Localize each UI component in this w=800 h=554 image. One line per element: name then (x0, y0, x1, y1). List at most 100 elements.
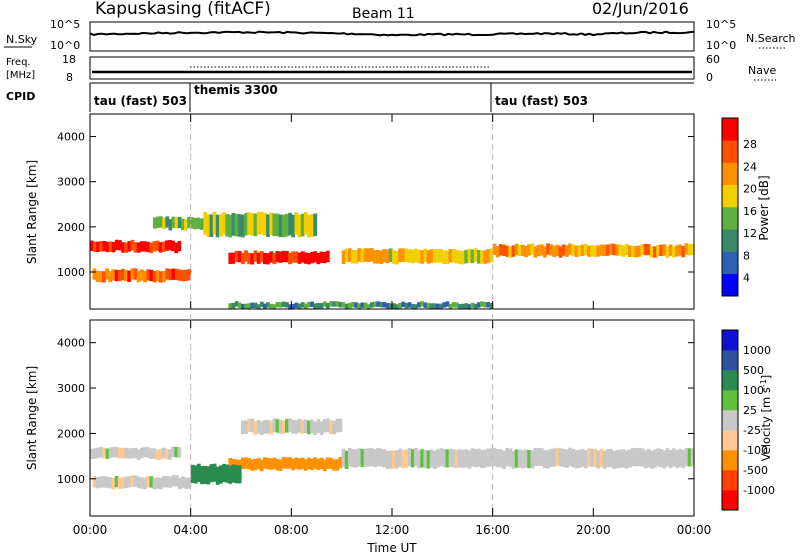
heatmap-cell (524, 449, 528, 468)
heatmap-cell (325, 250, 330, 263)
heatmap-cell (483, 449, 487, 468)
heatmap-cell (480, 250, 484, 264)
heatmap-cell (530, 450, 535, 469)
heatmap-cell (483, 250, 487, 264)
freq-label-1: Freq. (6, 57, 31, 68)
heatmap-cell (184, 269, 189, 282)
heatmap-cell (272, 418, 277, 432)
heatmap-cell (357, 248, 362, 262)
heatmap-cell (174, 268, 179, 281)
heatmap-cell (366, 248, 371, 262)
heatmap-cell (256, 457, 261, 470)
heatmap-cell (303, 303, 308, 309)
noise-left-tick-bottom: 10^0 (50, 39, 80, 52)
heatmap-cell (511, 450, 516, 469)
heatmap-cell (102, 240, 107, 252)
heatmap-cell (231, 302, 236, 309)
time-tick-label: 16:00 (475, 523, 510, 537)
heatmap-cell (656, 448, 660, 467)
heatmap-cell (105, 448, 110, 459)
heatmap-cell (668, 244, 673, 256)
heatmap-cell (618, 449, 623, 468)
heatmap-cell (203, 212, 207, 235)
heatmap-cell (105, 241, 110, 253)
range-tick-label: 3000 (57, 382, 85, 395)
heatmap-cell (398, 448, 403, 467)
heatmap-cell (489, 248, 494, 263)
heatmap-cell (687, 448, 692, 467)
heatmap-cell (388, 248, 393, 262)
heatmap-cell (335, 418, 340, 433)
colorbar-segment (722, 330, 738, 351)
heatmap-cell (278, 302, 283, 308)
heatmap-cell (313, 303, 318, 309)
heatmap-cell (520, 244, 525, 257)
heatmap-cell (310, 214, 314, 237)
heatmap-cell (357, 303, 362, 309)
heatmap-cell (241, 214, 245, 238)
heatmap-cell (158, 242, 163, 253)
colorbar-frame (721, 117, 739, 297)
heatmap-cell (244, 457, 248, 469)
heatmap-cell (155, 449, 160, 460)
heatmap-cell (297, 303, 302, 309)
heatmap-cell (297, 458, 302, 470)
heatmap-cell (596, 450, 601, 469)
heatmap-cell (555, 244, 560, 256)
heatmap-cell (376, 447, 381, 467)
heatmap-cell (256, 420, 261, 434)
heatmap-cell (445, 301, 450, 307)
range-tick-label: 3000 (57, 176, 85, 189)
heatmap-cell (196, 217, 201, 229)
range-tick-label: 1000 (57, 266, 85, 279)
colorbar-segment (722, 390, 738, 411)
heatmap-cell (102, 447, 107, 459)
heatmap-cell (543, 246, 547, 258)
heatmap-cell (272, 304, 277, 310)
heatmap-cell (458, 449, 462, 468)
heatmap-cell (454, 449, 459, 469)
heatmap-cell (278, 251, 283, 263)
heatmap-cell (653, 246, 657, 258)
noise-left-tick-top: 10^5 (50, 18, 80, 31)
heatmap-cell (643, 243, 648, 256)
heatmap-cell (121, 242, 125, 253)
heatmap-cell (278, 459, 283, 471)
heatmap-cell (300, 302, 305, 308)
heatmap-cell (517, 449, 522, 468)
heatmap-cell (395, 450, 399, 469)
heatmap-cell (152, 271, 157, 283)
heatmap-cell (127, 476, 132, 488)
heatmap-cell (133, 242, 138, 253)
heatmap-cell (662, 244, 667, 256)
time-tick-label: 04:00 (173, 523, 208, 537)
heatmap-cell (212, 463, 217, 482)
heatmap-cell (423, 302, 428, 308)
heatmap-cell (369, 302, 374, 308)
heatmap-cell (259, 459, 264, 472)
heatmap-cell (439, 248, 443, 263)
heatmap-cell (407, 249, 412, 263)
heatmap-cell (275, 250, 280, 263)
station-title: Kapuskasing (fitACF) (95, 0, 271, 19)
heatmap-cell (225, 464, 230, 483)
heatmap-cell (543, 450, 547, 469)
heatmap-cell (291, 251, 296, 263)
heatmap-cell (492, 243, 497, 256)
heatmap-cell (294, 302, 299, 309)
heatmap-cell (225, 214, 230, 237)
heatmap-cell (96, 241, 100, 252)
heatmap-cell (247, 252, 252, 265)
heatmap-cell (410, 449, 415, 468)
heatmap-cell (99, 446, 104, 458)
heatmap-cell (228, 465, 233, 484)
heatmap-cell (615, 244, 620, 256)
heatmap-cell (366, 448, 371, 467)
colorbar-frame (721, 329, 739, 511)
heatmap-cell (448, 303, 453, 310)
heatmap-cell (555, 447, 560, 466)
heatmap-cell (539, 244, 544, 256)
heatmap-cell (152, 448, 157, 459)
heatmap-cell (558, 246, 563, 258)
heatmap-cell (426, 250, 431, 264)
